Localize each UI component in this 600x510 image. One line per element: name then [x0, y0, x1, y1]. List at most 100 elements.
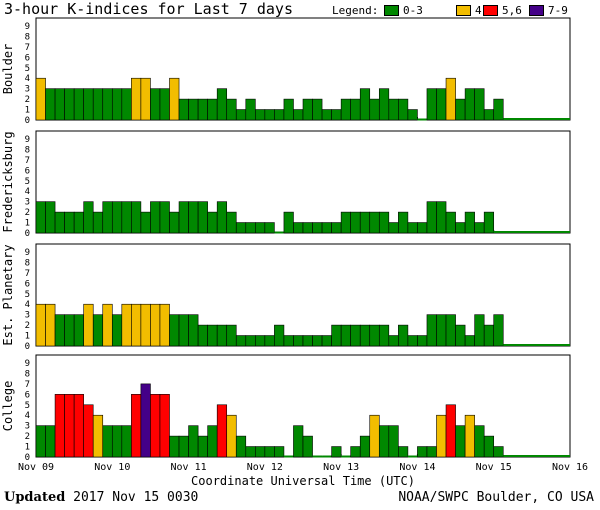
bar-fredericksburg — [407, 222, 418, 234]
bar-est-planetary — [302, 335, 313, 347]
bar-fredericksburg — [73, 211, 84, 234]
y-tick-label: 2 — [25, 321, 30, 331]
bar-fredericksburg — [64, 211, 75, 234]
bar-boulder — [83, 88, 94, 121]
y-tick-label: 1 — [25, 443, 30, 453]
chart-title: 3-hour K-indices for Last 7 days — [4, 0, 293, 18]
bar-college — [159, 394, 170, 458]
bar-fredericksburg — [83, 201, 94, 234]
bar-fredericksburg — [302, 222, 313, 234]
bar-fredericksburg — [331, 222, 342, 234]
bar-boulder — [464, 88, 475, 121]
legend-label-5-6: 5,6 — [502, 4, 522, 17]
y-tick-label: 4 — [25, 187, 30, 197]
bar-college — [45, 425, 56, 458]
legend-swatch-4 — [456, 5, 471, 16]
y-tick-label: 9 — [25, 22, 30, 32]
bar-boulder — [178, 98, 189, 121]
bar-boulder — [359, 88, 371, 121]
y-tick-label: 1 — [25, 332, 30, 342]
y-tick-label: 6 — [25, 279, 30, 289]
y-tick-label: 2 — [25, 208, 30, 218]
bar-boulder — [111, 88, 123, 121]
y-tick-label: 0 — [25, 116, 30, 126]
bar-fredericksburg — [197, 201, 208, 234]
bar-boulder — [407, 109, 418, 121]
bar-boulder — [426, 88, 437, 121]
bar-boulder — [92, 88, 104, 121]
bar-fredericksburg — [417, 222, 428, 234]
x-tick-label: Nov 13 — [323, 462, 359, 473]
bar-est-planetary — [426, 314, 437, 347]
bar-boulder — [255, 109, 266, 121]
bar-college — [111, 425, 123, 458]
bar-est-planetary — [54, 314, 65, 347]
bar-college — [131, 394, 142, 458]
x-tick-label: Nov 14 — [399, 462, 435, 473]
bar-boulder — [245, 98, 256, 121]
bar-fredericksburg — [388, 222, 399, 234]
bar-college — [483, 435, 495, 458]
bar-est-planetary — [407, 335, 418, 347]
bar-est-planetary — [159, 303, 170, 347]
bar-boulder — [350, 98, 361, 121]
bar-est-planetary — [445, 314, 456, 347]
bar-college — [140, 383, 151, 458]
bar-college — [350, 446, 361, 458]
bar-est-planetary — [111, 314, 123, 347]
updated-stamp: Updated 2017 Nov 15 0030 — [4, 490, 198, 505]
bar-college — [255, 446, 266, 458]
bar-est-planetary — [321, 335, 332, 347]
y-tick-label: 5 — [25, 64, 30, 74]
legend-swatch-0-3 — [384, 5, 399, 16]
bar-fredericksburg — [293, 222, 304, 234]
bar-boulder — [493, 98, 504, 121]
y-tick-label: 3 — [25, 85, 30, 95]
bar-fredericksburg — [378, 211, 390, 234]
y-tick-label: 6 — [25, 390, 30, 400]
bar-fredericksburg — [321, 222, 332, 234]
bar-boulder — [398, 98, 409, 121]
bar-fredericksburg — [131, 201, 142, 234]
y-tick-label: 2 — [25, 95, 30, 105]
bar-fredericksburg — [45, 201, 56, 234]
bar-est-planetary — [235, 335, 247, 347]
bar-boulder — [140, 77, 151, 121]
y-tick-label: 5 — [25, 177, 30, 187]
bar-boulder — [121, 88, 132, 121]
bar-college — [216, 404, 228, 458]
panel-label-est-planetary: Est. Planetary — [1, 244, 15, 345]
bar-fredericksburg — [359, 211, 371, 234]
legend-title: Legend: — [332, 4, 379, 17]
y-tick-label: 9 — [25, 359, 30, 369]
bar-college — [464, 414, 475, 458]
y-tick-label: 8 — [25, 32, 30, 42]
bar-est-planetary — [264, 335, 275, 347]
updated-label: Updated — [4, 490, 66, 505]
bar-boulder — [283, 98, 294, 121]
bar-fredericksburg — [264, 222, 275, 234]
bar-fredericksburg — [436, 201, 447, 234]
bar-est-planetary — [35, 303, 46, 347]
bar-boulder — [302, 98, 313, 121]
y-tick-label: 4 — [25, 411, 30, 421]
bar-est-planetary — [73, 314, 84, 347]
bar-fredericksburg — [369, 211, 380, 234]
bar-college — [54, 394, 65, 458]
bar-est-planetary — [274, 324, 285, 347]
bar-fredericksburg — [92, 211, 104, 234]
bar-boulder — [73, 88, 84, 121]
y-tick-label: 4 — [25, 300, 30, 310]
bar-est-planetary — [197, 324, 208, 347]
bar-est-planetary — [436, 314, 447, 347]
bar-fredericksburg — [398, 211, 409, 234]
legend-swatch-5-6 — [483, 5, 498, 16]
x-tick-label: Nov 09 — [18, 462, 54, 473]
bar-est-planetary — [92, 314, 104, 347]
bar-boulder — [207, 98, 218, 121]
bar-fredericksburg — [426, 201, 437, 234]
bar-est-planetary — [493, 314, 504, 347]
y-tick-label: 0 — [25, 229, 30, 239]
bar-fredericksburg — [111, 201, 123, 234]
x-tick-label: Nov 15 — [476, 462, 512, 473]
